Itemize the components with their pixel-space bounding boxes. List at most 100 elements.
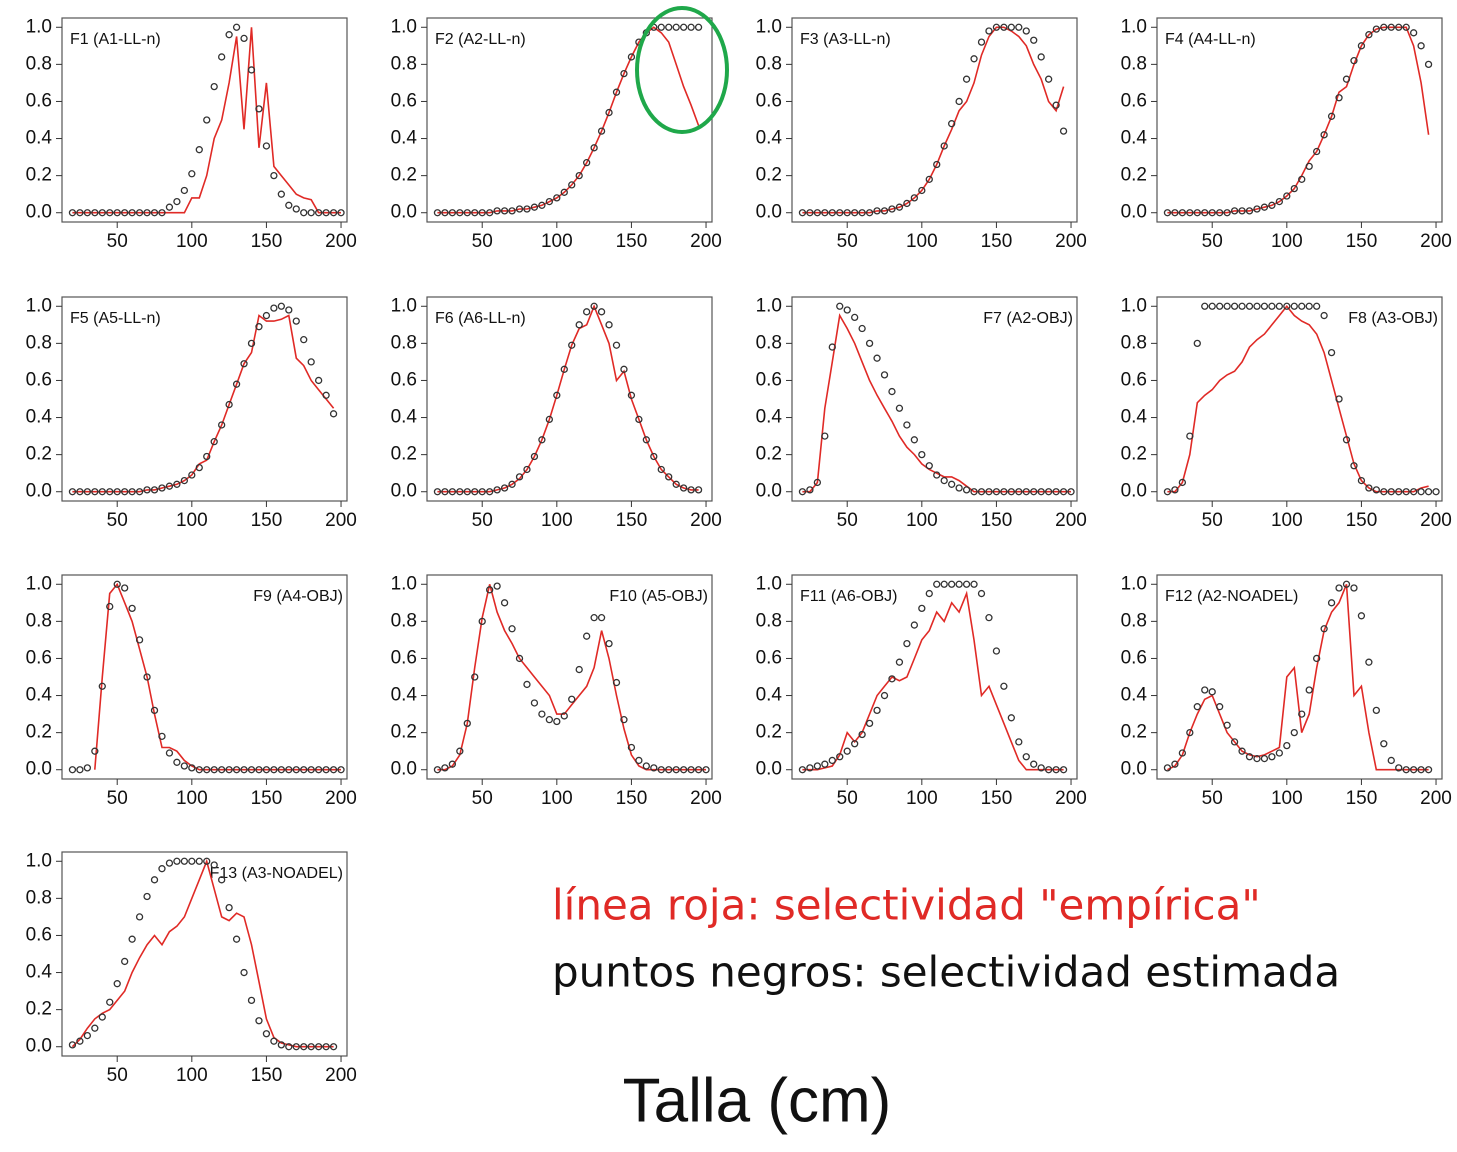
x-tick-label: 200: [1055, 231, 1087, 252]
estimated-point: [687, 486, 695, 494]
estimated-point: [1305, 302, 1313, 310]
estimated-point: [218, 421, 226, 429]
estimated-point: [210, 766, 218, 774]
estimated-point: [940, 142, 948, 150]
estimated-point: [225, 400, 233, 409]
estimated-point: [1052, 101, 1060, 109]
empirical-line: [1167, 583, 1429, 771]
estimated-point: [687, 766, 695, 774]
estimated-point: [538, 201, 546, 209]
y-tick-label: 0.8: [756, 610, 782, 631]
panel: 0.0 0.2 0.4 0.6 0.8 1.0 50 100 150 200 F10 (A5-OBJ…: [391, 573, 722, 809]
estimated-point: [865, 339, 874, 348]
estimated-point: [1409, 488, 1418, 496]
estimated-point: [1372, 25, 1380, 33]
estimated-point: [98, 209, 106, 217]
estimated-point: [1350, 462, 1358, 470]
estimated-point: [1178, 749, 1187, 757]
estimated-point: [895, 203, 904, 211]
x-tick-label: 200: [1420, 231, 1452, 252]
y-tick-label: 0.0: [391, 202, 417, 223]
estimated-point: [68, 766, 77, 774]
y-tick-label: 1.0: [391, 573, 417, 594]
panel: 0.0 0.2 0.4 0.6 0.8 1.0 50 100 150 200 F7 (A2-OBJ): [756, 295, 1087, 531]
y-tick-label: 0.4: [1121, 685, 1148, 706]
estimated-point: [962, 75, 971, 83]
estimated-point: [1395, 23, 1403, 31]
plot-frame: [61, 17, 348, 223]
estimated-point: [1238, 747, 1246, 755]
estimated-point: [1163, 209, 1172, 217]
estimated-point: [694, 23, 703, 31]
estimated-point: [1424, 766, 1433, 774]
estimated-point: [1402, 488, 1410, 496]
estimated-point: [798, 766, 807, 774]
estimated-point: [828, 343, 836, 351]
y-tick-label: 0.0: [26, 759, 52, 780]
estimated-point: [1395, 764, 1403, 772]
estimated-point: [597, 308, 606, 316]
estimated-point: [180, 476, 189, 485]
estimated-point: [1253, 754, 1261, 763]
estimated-point: [836, 209, 844, 217]
estimated-point: [277, 302, 285, 310]
estimated-point: [1417, 488, 1425, 496]
x-tick-label: 200: [325, 1065, 357, 1086]
estimated-point: [918, 604, 926, 613]
estimated-point: [672, 23, 680, 31]
estimated-point: [225, 31, 233, 39]
x-tick-label: 50: [1202, 510, 1223, 531]
estimated-point: [322, 209, 330, 217]
estimated-point: [456, 488, 464, 496]
estimated-point: [337, 209, 345, 217]
estimated-point: [1238, 302, 1246, 310]
estimated-point: [1015, 738, 1023, 746]
estimated-point: [605, 321, 613, 329]
estimated-point: [1000, 488, 1008, 496]
estimated-point: [1432, 488, 1440, 496]
estimated-point: [575, 665, 583, 674]
estimated-point: [508, 480, 516, 488]
estimated-point: [508, 625, 516, 633]
y-tick-label: 0.2: [391, 722, 417, 743]
estimated-point: [1171, 760, 1179, 768]
estimated-point: [113, 580, 121, 588]
y-tick-label: 0.4: [26, 685, 53, 706]
estimated-point: [240, 34, 248, 43]
estimated-point: [91, 747, 99, 755]
estimated-point: [515, 654, 524, 663]
estimated-point: [933, 580, 941, 588]
estimated-point: [500, 207, 509, 215]
estimated-point: [1275, 197, 1284, 206]
estimated-point: [225, 903, 233, 912]
y-tick-label: 0.2: [26, 165, 52, 186]
estimated-point: [1275, 749, 1284, 757]
estimated-point: [545, 197, 554, 206]
estimated-point: [1015, 23, 1023, 31]
y-tick-label: 0.2: [1121, 444, 1147, 465]
estimated-point: [1283, 302, 1291, 310]
estimated-point: [642, 436, 650, 444]
plot-frame: [426, 17, 713, 223]
estimated-point: [910, 436, 919, 444]
estimated-point: [83, 488, 92, 496]
estimated-point: [441, 488, 449, 496]
estimated-point: [158, 865, 166, 873]
plot-frame: [1156, 296, 1443, 502]
x-tick-label: 100: [906, 231, 938, 252]
empirical-line: [437, 584, 706, 771]
x-tick-label: 150: [616, 231, 648, 252]
estimated-point: [1022, 27, 1030, 35]
x-tick-label: 200: [325, 510, 357, 531]
estimated-point: [687, 23, 695, 31]
estimated-point: [210, 861, 218, 869]
estimated-point: [486, 488, 494, 496]
x-tick-label: 100: [1271, 510, 1303, 531]
plot-frame: [61, 574, 348, 780]
estimated-point: [679, 484, 688, 492]
estimated-point: [1424, 488, 1433, 496]
panel: 0.0 0.2 0.4 0.6 0.8 1.0 50 100 150 200 F4 (A4-LL-n…: [1121, 16, 1452, 252]
estimated-point: [798, 209, 807, 217]
estimated-point: [329, 209, 338, 217]
estimated-point: [1052, 488, 1060, 496]
